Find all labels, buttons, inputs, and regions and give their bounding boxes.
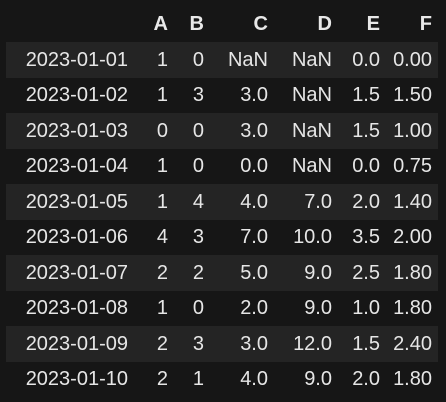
cell-a: 0 (156, 119, 168, 142)
cell-f: 1.50 (393, 84, 432, 107)
cell-d: 9.0 (304, 261, 332, 284)
table-row: 2023-01-08 1 0 2.0 9.0 1.0 1.80 (6, 290, 438, 326)
table-row: 2023-01-07 2 2 5.0 9.0 2.5 1.80 (6, 255, 438, 291)
cell-d: NaN (291, 155, 332, 178)
cell-e: 0.0 (352, 48, 380, 71)
cell-e: 2.0 (352, 368, 380, 391)
cell-f: 1.80 (393, 297, 432, 320)
cell-a: 2 (156, 261, 168, 284)
column-header-b: B (189, 13, 204, 35)
cell-e: 1.5 (352, 119, 380, 142)
cell-b: 0 (192, 297, 204, 320)
table-row: 2023-01-09 2 3 3.0 12.0 1.5 2.40 (6, 326, 438, 362)
row-index: 2023-01-10 (25, 368, 128, 391)
row-index: 2023-01-08 (25, 297, 128, 320)
cell-f: 1.00 (393, 119, 432, 142)
cell-e: 3.5 (352, 226, 380, 249)
table-row: 2023-01-06 4 3 7.0 10.0 3.5 2.00 (6, 219, 438, 255)
cell-b: 4 (192, 190, 204, 213)
cell-a: 4 (156, 226, 168, 249)
cell-a: 2 (156, 368, 168, 391)
row-index: 2023-01-02 (25, 84, 128, 107)
cell-b: 0 (192, 48, 204, 71)
cell-c: NaN (227, 48, 268, 71)
cell-c: 5.0 (240, 261, 268, 284)
table-row: 2023-01-01 1 0 NaN NaN 0.0 0.00 (6, 42, 438, 78)
cell-b: 0 (192, 155, 204, 178)
index-header (6, 6, 132, 42)
cell-a: 1 (156, 190, 168, 213)
cell-f: 2.00 (393, 226, 432, 249)
cell-c: 4.0 (240, 368, 268, 391)
cell-d: NaN (291, 84, 332, 107)
cell-e: 2.5 (352, 261, 380, 284)
cell-c: 3.0 (240, 119, 268, 142)
row-index: 2023-01-06 (25, 226, 128, 249)
cell-e: 2.0 (352, 190, 380, 213)
table-row: 2023-01-05 1 4 4.0 7.0 2.0 1.40 (6, 184, 438, 220)
cell-f: 1.80 (393, 261, 432, 284)
column-header-a: A (153, 13, 168, 35)
cell-a: 1 (156, 48, 168, 71)
table-row: 2023-01-03 0 0 3.0 NaN 1.5 1.00 (6, 113, 438, 149)
header-row: A B C D E F (6, 6, 438, 42)
cell-e: 0.0 (352, 155, 380, 178)
row-index: 2023-01-09 (25, 332, 128, 355)
cell-e: 1.0 (352, 297, 380, 320)
column-header-e: E (366, 13, 380, 35)
cell-d: 7.0 (304, 190, 332, 213)
cell-d: NaN (291, 48, 332, 71)
row-index: 2023-01-05 (25, 190, 128, 213)
cell-c: 4.0 (240, 190, 268, 213)
table-header: A B C D E F (6, 6, 438, 42)
cell-a: 2 (156, 332, 168, 355)
cell-c: 3.0 (240, 332, 268, 355)
cell-f: 1.80 (393, 368, 432, 391)
cell-f: 2.40 (393, 332, 432, 355)
cell-d: 9.0 (304, 297, 332, 320)
cell-c: 3.0 (240, 84, 268, 107)
table-row: 2023-01-10 2 1 4.0 9.0 2.0 1.80 (6, 361, 438, 397)
table-row: 2023-01-04 1 0 0.0 NaN 0.0 0.75 (6, 148, 438, 184)
cell-c: 0.0 (240, 155, 268, 178)
cell-b: 3 (192, 226, 204, 249)
row-index: 2023-01-07 (25, 261, 128, 284)
table-body: 2023-01-01 1 0 NaN NaN 0.0 0.00 2023-01-02 1 3 3.0… (6, 42, 438, 397)
cell-d: NaN (291, 119, 332, 142)
row-index: 2023-01-04 (25, 155, 128, 178)
table-row: 2023-01-02 1 3 3.0 NaN 1.5 1.50 (6, 77, 438, 113)
cell-e: 1.5 (352, 332, 380, 355)
cell-d: 12.0 (293, 332, 332, 355)
column-header-c: C (253, 13, 268, 35)
cell-a: 1 (156, 155, 168, 178)
cell-b: 3 (192, 84, 204, 107)
cell-b: 0 (192, 119, 204, 142)
cell-e: 1.5 (352, 84, 380, 107)
cell-b: 2 (192, 261, 204, 284)
cell-f: 0.75 (393, 155, 432, 178)
row-index: 2023-01-01 (25, 48, 128, 71)
column-header-d: D (317, 13, 332, 35)
cell-c: 2.0 (240, 297, 268, 320)
cell-d: 9.0 (304, 368, 332, 391)
cell-c: 7.0 (240, 226, 268, 249)
column-header-f: F (419, 13, 432, 35)
cell-a: 1 (156, 297, 168, 320)
cell-b: 3 (192, 332, 204, 355)
cell-d: 10.0 (293, 226, 332, 249)
cell-a: 1 (156, 84, 168, 107)
row-index: 2023-01-03 (25, 119, 128, 142)
cell-f: 1.40 (393, 190, 432, 213)
dataframe-table: A B C D E F 2023-01-01 1 0 NaN NaN 0.0 0.00 202… (6, 6, 438, 397)
cell-b: 1 (192, 368, 204, 391)
cell-f: 0.00 (393, 48, 432, 71)
